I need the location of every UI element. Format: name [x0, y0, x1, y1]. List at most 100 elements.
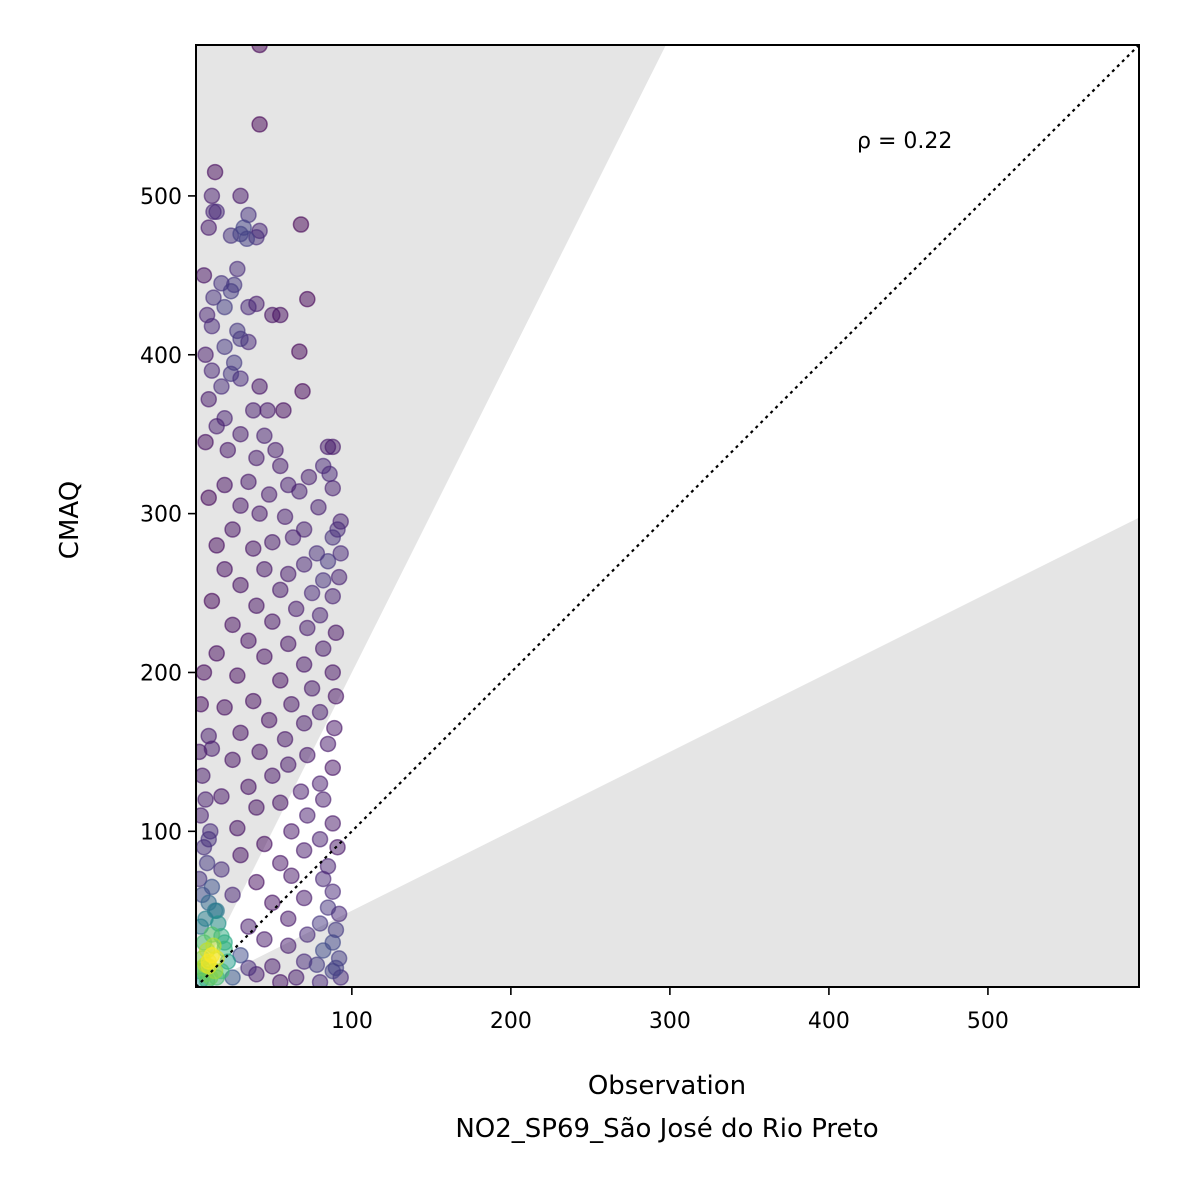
- scatter-point: [279, 565, 297, 583]
- scatter-point: [203, 878, 221, 896]
- scatter-point: [197, 791, 214, 808]
- scatter-point: [197, 346, 214, 364]
- plot-frame: [195, 44, 1140, 988]
- x-tick-label: 400: [808, 1009, 850, 1034]
- scatter-point: [264, 533, 281, 551]
- scatter-point: [324, 962, 342, 980]
- x-tick-label: 300: [649, 1009, 691, 1034]
- scatter-point: [213, 378, 230, 395]
- scatter-point: [279, 756, 297, 773]
- x-tick-label: 500: [967, 1009, 1009, 1034]
- scatter-point: [319, 553, 337, 570]
- x-axis-sublabel: NO2_SP69_São José do Rio Preto: [455, 1114, 878, 1144]
- scatter-point: [196, 664, 213, 681]
- x-tick-label: 100: [331, 1009, 373, 1034]
- scatter-point: [283, 695, 300, 713]
- scatter-point: [311, 915, 329, 932]
- scatter-point: [196, 767, 211, 784]
- scatter-point: [229, 260, 246, 278]
- scatter-point: [314, 640, 332, 657]
- scatter-point: [232, 497, 249, 514]
- scatter-point: [295, 656, 313, 673]
- x-axis-label: Observation: [588, 1071, 746, 1101]
- scatter-point: [311, 607, 329, 624]
- scatter-point: [240, 632, 257, 649]
- scatter-point: [326, 719, 343, 737]
- scatter-point: [279, 635, 297, 653]
- scatter-point: [198, 854, 216, 872]
- scatter-point: [324, 815, 342, 832]
- scatter-point: [310, 499, 327, 516]
- scatter-point: [295, 521, 313, 538]
- scatter-point: [196, 695, 210, 713]
- scatter-point: [324, 479, 342, 497]
- scatter-point: [291, 343, 308, 360]
- scatter-point: [272, 973, 289, 987]
- correlation-annotation: ρ = 0.22: [857, 129, 952, 154]
- scatter-point: [311, 703, 329, 721]
- scatter-point: [213, 788, 230, 805]
- scatter-point: [264, 894, 281, 912]
- scatter-point: [224, 751, 241, 769]
- scatter-point: [200, 219, 217, 236]
- scatter-point: [224, 886, 241, 904]
- scatter-point: [251, 116, 268, 133]
- scatter-point: [314, 870, 332, 888]
- scatter-point: [292, 783, 310, 800]
- scatter-point: [235, 219, 252, 236]
- scatter-point: [205, 289, 222, 306]
- scatter-point: [251, 45, 268, 54]
- scatter-point: [284, 529, 302, 546]
- y-tick-label: 300: [140, 503, 182, 528]
- scatter-point: [299, 290, 316, 308]
- y-axis-label: CMAQ: [55, 481, 85, 559]
- scatter-point: [260, 711, 278, 729]
- scatter-point: [300, 468, 318, 486]
- scatter-point: [196, 267, 213, 284]
- scatter-point: [203, 317, 221, 335]
- scatter-point: [229, 322, 246, 340]
- scatter-point: [314, 942, 332, 959]
- scatter-point: [264, 306, 281, 324]
- scatter-point: [311, 831, 329, 848]
- scatter-point: [308, 956, 326, 974]
- scatter-point: [216, 699, 233, 716]
- scatter-point: [267, 441, 284, 459]
- scatter-point: [287, 600, 305, 618]
- scatter-point: [275, 402, 292, 419]
- scatter-point: [232, 846, 249, 864]
- scatter-point: [216, 338, 233, 356]
- scatter-point: [332, 545, 349, 562]
- scatter-point: [256, 560, 273, 578]
- scatter-point: [324, 664, 342, 681]
- scatter-point: [203, 946, 221, 964]
- scatter-point: [251, 743, 268, 761]
- scatter-point: [303, 584, 321, 602]
- scatter-point: [206, 163, 224, 181]
- scatter-point: [213, 861, 230, 878]
- scatter-point: [248, 873, 265, 891]
- scatter-point: [303, 680, 321, 697]
- scatter-point: [200, 489, 217, 506]
- scatter-point: [314, 572, 332, 589]
- scatter-point: [295, 889, 313, 907]
- scatter-point: [224, 616, 241, 634]
- scatter-point: [279, 910, 297, 927]
- scatter-point: [216, 560, 233, 578]
- scatter-point: [216, 298, 233, 316]
- scatter-point: [229, 819, 246, 837]
- y-tick-label: 200: [140, 661, 182, 686]
- scatter-point: [244, 402, 262, 419]
- scatter-point: [299, 807, 316, 824]
- scatter-point: [294, 383, 311, 400]
- scatter-point: [272, 794, 289, 811]
- scatter-point: [224, 521, 241, 538]
- scatter-point: [256, 835, 273, 853]
- scatter-point: [240, 778, 257, 796]
- scatter-point: [216, 410, 233, 427]
- scatter-point: [222, 282, 240, 300]
- scatter-point: [203, 592, 221, 610]
- scatter-point: [319, 735, 337, 753]
- scatter-point: [196, 870, 208, 888]
